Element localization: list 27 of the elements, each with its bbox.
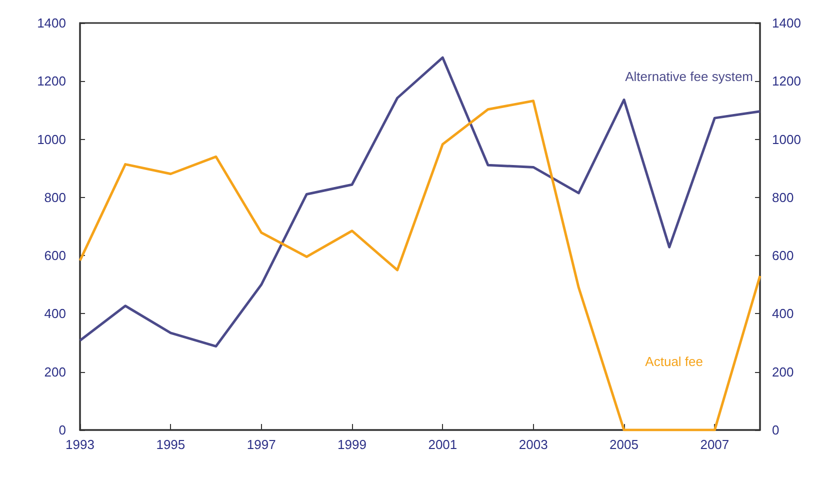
y2-tick-label: 1200 [772, 74, 801, 89]
line-series [78, 56, 762, 348]
x-tick-label: 2003 [518, 437, 548, 452]
y-tick-label: 1400 [37, 16, 66, 30]
series-label: Alternative fee system [625, 69, 754, 84]
x-tick-label: 1997 [246, 437, 276, 452]
x-tick-label: 2005 [610, 437, 638, 452]
y-tick-label: 1000 [37, 132, 66, 147]
x-tick-label: 2007 [700, 437, 730, 452]
x-tick-label: 2001 [428, 437, 458, 452]
y-tick-label: 200 [44, 364, 66, 380]
y2-tick-label: 400 [772, 306, 794, 322]
y-tick-label: 800 [44, 190, 66, 205]
y-tick-label: 0 [58, 422, 66, 438]
y2-tick-label: 1400 [772, 16, 801, 30]
y2-tick-label: 0 [772, 422, 780, 438]
y-tick-label: 400 [44, 306, 66, 322]
y2-tick-label: 600 [772, 248, 794, 264]
y2-tick-label: 800 [772, 190, 794, 205]
y-tick-label: 600 [44, 248, 66, 264]
x-tick-label: 1995 [156, 437, 186, 452]
y2-tick-label: 200 [772, 364, 794, 380]
x-tick-label: 1999 [338, 437, 366, 452]
x-tick-label: 1993 [66, 437, 94, 452]
y-tick-label: 1200 [37, 74, 66, 89]
text: Actual fee [645, 354, 704, 369]
y2-tick-label: 1000 [772, 132, 801, 147]
